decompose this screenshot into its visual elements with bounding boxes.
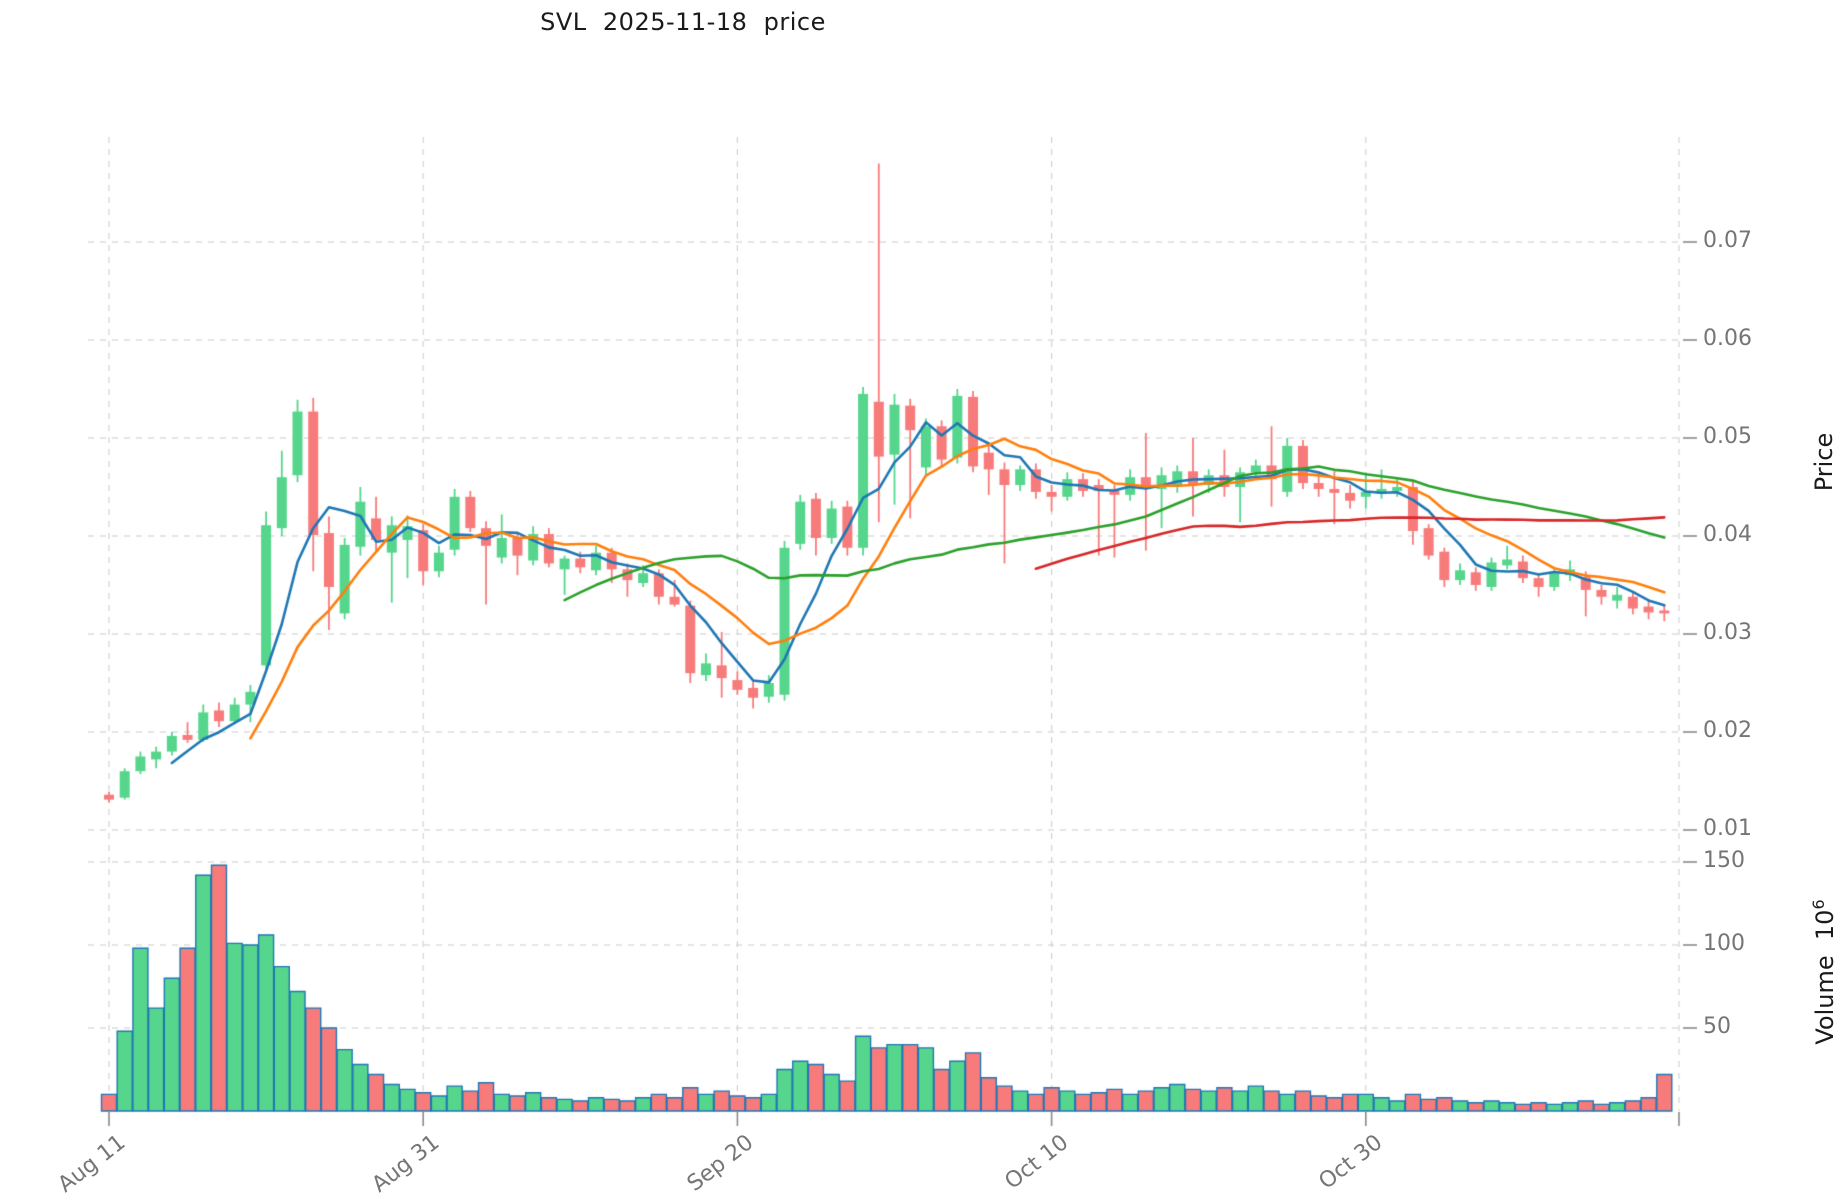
volume-tick-label: 150 [1703,848,1745,873]
price-tick-label: 0.03 [1703,620,1752,645]
price-tick-label: 0.02 [1703,718,1752,743]
price-tick-label: 0.04 [1703,522,1752,547]
price-axis-title: Price [1810,432,1838,492]
price-tick-label: 0.01 [1703,816,1752,841]
price-tick-label: 0.06 [1703,326,1752,351]
price-tick-label: 0.05 [1703,424,1752,449]
volume-tick-label: 100 [1703,931,1745,956]
volume-tick-label: 50 [1703,1014,1731,1039]
volume-axis-title: Volume 106 [1809,899,1839,1045]
price-tick-label: 0.07 [1703,228,1752,253]
